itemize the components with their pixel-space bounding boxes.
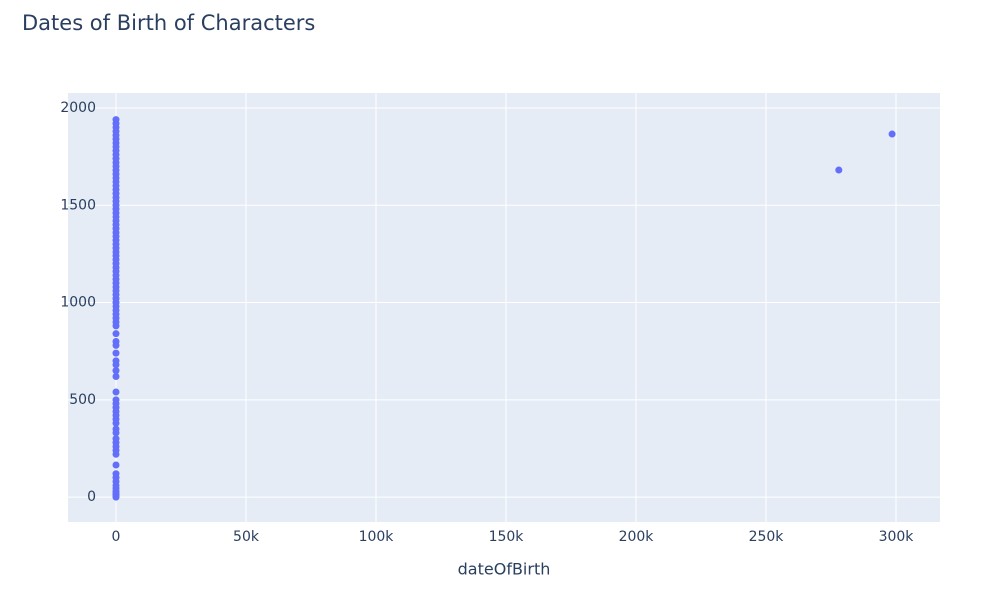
point	[112, 337, 120, 345]
x-tick-label: 200k	[619, 529, 655, 545]
y-tick-label: 500	[69, 392, 96, 408]
point	[112, 349, 120, 357]
x-tick-label: 150k	[489, 529, 525, 545]
chart-title: Dates of Birth of Characters	[22, 11, 315, 35]
y-tick-label: 1500	[60, 197, 96, 213]
y-tick-label: 2000	[60, 100, 96, 116]
point	[112, 425, 120, 433]
point	[112, 372, 120, 380]
x-tick-label: 250k	[749, 529, 785, 545]
x-axis-title: dateOfBirth	[458, 560, 551, 579]
point	[112, 330, 120, 338]
point	[112, 396, 120, 404]
point	[112, 116, 120, 124]
point	[112, 461, 120, 469]
y-tick-label: 0	[87, 489, 96, 505]
point	[112, 388, 120, 396]
plot-area	[68, 93, 940, 522]
point	[112, 367, 120, 375]
x-tick-label: 50k	[233, 529, 260, 545]
x-tick-label: 100k	[359, 529, 395, 545]
point	[888, 130, 896, 138]
point	[835, 166, 843, 174]
point	[112, 470, 120, 478]
x-tick-label: 300k	[879, 529, 915, 545]
y-tick-label: 1000	[60, 295, 96, 311]
point	[112, 435, 120, 443]
point	[112, 357, 120, 365]
x-tick-label: 0	[112, 529, 121, 545]
